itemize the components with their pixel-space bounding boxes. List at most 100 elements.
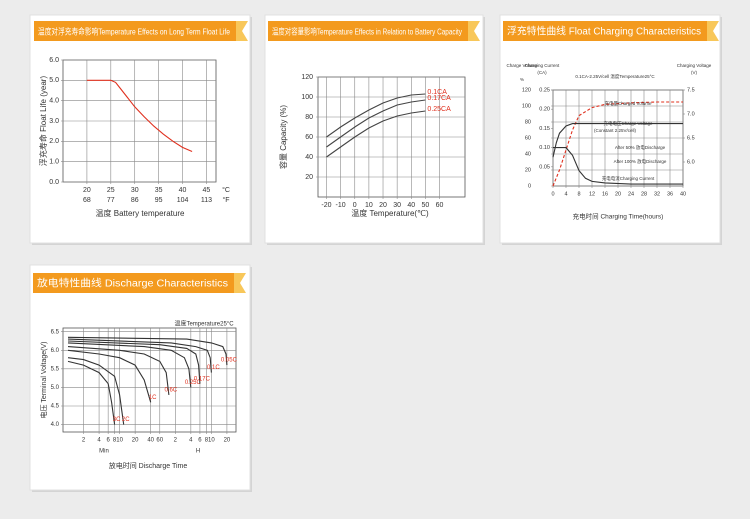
x-tick-label: 0 [551,191,554,197]
x-tick-label: 12 [589,191,595,197]
data-line [67,349,152,403]
x-tick-label: 16 [602,191,608,197]
annotation: 0.1CA-2.25V/cell 温度Temperature25°C [575,73,655,80]
x-tick-label: 4 [189,438,193,444]
x-tick-label: 8 [113,438,117,444]
x-tick-label: 10 [116,438,123,444]
data-line [67,346,170,395]
x-tick-label: 6 [198,438,202,444]
y-tick-label: 3.0 [49,118,59,125]
panel [264,14,484,244]
series-label: 0.25CA [427,106,451,113]
y-tick-label: 80 [305,114,313,121]
y-tick-label: 4.5 [51,404,60,410]
x-axis-label: 温度 Temperature(℃) [351,208,429,218]
plot-frame [62,327,237,433]
banner [268,21,468,41]
x-tick-label: 60 [156,438,163,444]
y-tick-label: 60 [305,134,313,141]
axis-heading: Charging Current [525,63,560,68]
data-line [67,360,116,425]
y-tick-label: 4.0 [49,98,59,105]
banner [33,273,234,293]
y-tick-label: 6.0 [51,348,60,354]
x-tick-label: 32 [654,191,660,197]
x-unit-label: °C [222,186,230,194]
series-label: 0.05C [221,358,238,364]
axis-heading: % [520,77,524,82]
panel [29,14,251,244]
x-tick-label: 4 [97,438,101,444]
data-line [86,79,193,153]
x-tick-label: 40 [179,187,187,194]
annotation: After 100% 放电Discharge [614,158,667,165]
data-line [67,357,125,425]
series-label: 0.17CA [427,95,451,102]
x-tick-label: 20 [379,202,387,209]
x-tick-label: 10 [365,202,373,209]
x-tick-label: 28 [641,191,647,197]
x-axis-label: 温度 Battery temperature [96,208,185,218]
y-tick-label: 1.0 [49,159,59,166]
series-label: 0.17C [194,376,211,382]
x-tick-label: 0 [353,202,357,209]
chart-panel: 浮充特性曲线 Float Charging Characteristics 0 4 8… [499,14,722,245]
y-axis-label: 电压 Terminal Voltage(V) [39,341,48,418]
panel [29,264,251,491]
y-tick-label: 100 [522,103,531,109]
banner [34,21,236,41]
y3-tick-label: 0.25 [539,87,550,93]
chart-panel: 温度对容量影响Temperature Effects in Relation t… [264,14,485,245]
series-label: 0.25C [185,380,202,386]
x-tick-label: -20 [321,202,331,209]
x-tick-label: 2 [174,438,178,444]
axis-heading: Charge Volume [506,63,538,68]
y-tick-label: 120 [522,87,531,93]
x-tick-label: 50 [422,202,430,209]
chart-title: 温度对浮充寿命影响Temperature Effects on Long Ter… [38,26,230,36]
x-unit-label: H [196,449,200,455]
x-tick-label: 30 [393,202,401,209]
annotation: After 50% 放电Discharge [615,144,666,151]
y-tick-label: 20 [305,174,313,181]
data-line [67,340,201,384]
y-tick-label: 6.0 [49,57,59,64]
data-line [552,123,683,158]
data-line [67,336,228,366]
x-tick-label: 40 [680,191,686,197]
chart-title: 放电特性曲线 Discharge Characteristics [37,277,228,290]
x-tick-label: 20 [615,191,621,197]
y-axis-label: 浮充寿命 Float Life (year) [38,76,48,167]
y-tick-label: 5.0 [51,385,60,391]
x-axis-label: 充电时间 Charging Time(hours) [573,212,664,221]
x-tick-label: 40 [407,202,415,209]
series-label: 充电电流Charging Current [602,175,655,182]
data-line [67,338,212,373]
x2-tick-label: 113 [201,197,212,204]
x2-tick-label: 86 [131,197,139,204]
y-tick-label: 0 [528,183,531,189]
x-tick-label: 2 [82,438,86,444]
x-tick-label: 30 [131,187,139,194]
y2-tick-label: 6.5 [687,135,695,141]
series-label: 0.1CA [427,89,447,96]
y3-tick-label: 0.20 [539,107,550,113]
y-tick-label: 5.5 [51,366,60,372]
y-tick-label: 2.0 [49,138,59,145]
axis-heading: (V) [691,70,698,75]
chart-title: 温度对容量影响Temperature Effects in Relation t… [272,26,463,36]
y-tick-label: 40 [525,151,531,157]
x-tick-label: 6 [106,438,110,444]
y-tick-label: 4.0 [51,422,60,428]
data-line [552,101,683,187]
chart-title: 浮充特性曲线 Float Charging Characteristics [507,25,701,38]
data-line [553,147,683,185]
axis-heading: Charging Voltage [677,63,712,68]
data-line [326,110,426,158]
x-tick-label: 4 [564,191,567,197]
data-line [326,93,426,138]
y2-tick-label: 6.0 [687,159,695,165]
x-tick-label: 10 [208,438,215,444]
